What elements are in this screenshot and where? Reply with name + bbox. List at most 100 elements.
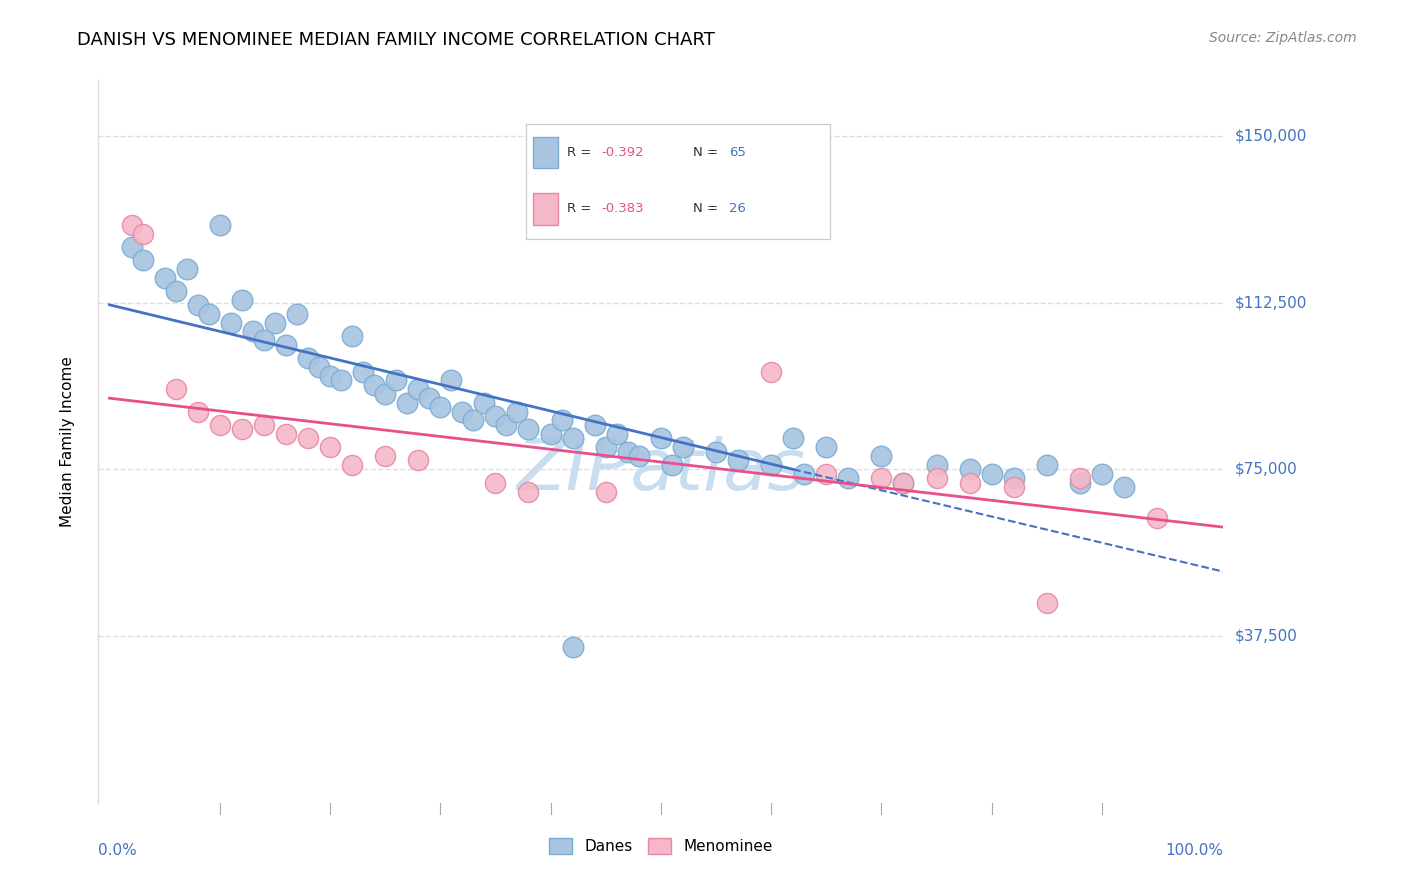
Text: $112,500: $112,500 <box>1234 295 1306 310</box>
Point <box>187 404 209 418</box>
Point <box>959 475 981 490</box>
Text: $150,000: $150,000 <box>1234 128 1306 144</box>
Point <box>506 404 529 418</box>
Point <box>463 413 485 427</box>
Point <box>870 449 893 463</box>
Point <box>165 285 187 299</box>
Point <box>231 422 253 436</box>
Point <box>837 471 859 485</box>
Point <box>893 475 915 490</box>
Point <box>340 329 363 343</box>
Point <box>297 351 319 366</box>
Point <box>782 431 804 445</box>
Point <box>285 307 308 321</box>
Point <box>274 338 297 352</box>
Point <box>980 467 1002 481</box>
Point <box>263 316 285 330</box>
Legend: Danes, Menominee: Danes, Menominee <box>543 832 779 860</box>
Point <box>1002 471 1025 485</box>
Point <box>759 458 782 472</box>
Point <box>253 334 276 348</box>
Point <box>208 417 231 432</box>
Text: ZIPatlas: ZIPatlas <box>516 436 806 505</box>
Point <box>606 426 628 441</box>
Point <box>672 440 695 454</box>
Point <box>1069 475 1091 490</box>
Point <box>363 377 385 392</box>
Point <box>385 373 408 387</box>
Point <box>242 325 264 339</box>
Point <box>517 422 540 436</box>
Point <box>540 426 562 441</box>
Point <box>340 458 363 472</box>
Point <box>925 471 948 485</box>
Point <box>484 475 506 490</box>
Point <box>595 484 617 499</box>
Point <box>131 253 153 268</box>
Point <box>418 391 440 405</box>
Point <box>319 368 342 383</box>
Point <box>153 271 176 285</box>
Point <box>583 417 606 432</box>
Point <box>793 467 815 481</box>
Point <box>561 431 583 445</box>
Point <box>121 240 143 254</box>
Point <box>1091 467 1114 481</box>
Point <box>274 426 297 441</box>
Point <box>406 382 429 396</box>
Text: Source: ZipAtlas.com: Source: ZipAtlas.com <box>1209 31 1357 45</box>
Point <box>550 413 572 427</box>
Point <box>1069 471 1091 485</box>
Point <box>308 360 330 375</box>
Text: $37,500: $37,500 <box>1234 629 1298 643</box>
Point <box>131 227 153 241</box>
Point <box>627 449 650 463</box>
Text: DANISH VS MENOMINEE MEDIAN FAMILY INCOME CORRELATION CHART: DANISH VS MENOMINEE MEDIAN FAMILY INCOME… <box>77 31 716 49</box>
Point <box>474 395 496 409</box>
Point <box>231 293 253 308</box>
Point <box>187 298 209 312</box>
Point <box>197 307 219 321</box>
Point <box>650 431 672 445</box>
Point <box>661 458 683 472</box>
Point <box>815 467 838 481</box>
Point <box>1036 596 1059 610</box>
Point <box>352 364 374 378</box>
Point <box>1036 458 1059 472</box>
Point <box>176 262 198 277</box>
Point <box>208 218 231 232</box>
Point <box>253 417 276 432</box>
Point <box>219 316 242 330</box>
Text: 100.0%: 100.0% <box>1166 843 1223 857</box>
Point <box>165 382 187 396</box>
Point <box>374 386 396 401</box>
Point <box>374 449 396 463</box>
Point <box>815 440 838 454</box>
Point <box>319 440 342 454</box>
Point <box>561 640 583 655</box>
Point <box>451 404 474 418</box>
Point <box>440 373 463 387</box>
Point <box>925 458 948 472</box>
Point <box>330 373 353 387</box>
Point <box>1146 511 1168 525</box>
Point <box>1112 480 1135 494</box>
Point <box>396 395 419 409</box>
Point <box>595 440 617 454</box>
Point <box>893 475 915 490</box>
Point <box>959 462 981 476</box>
Point <box>121 218 143 232</box>
Text: 0.0%: 0.0% <box>98 843 138 857</box>
Point <box>517 484 540 499</box>
Text: $75,000: $75,000 <box>1234 462 1298 477</box>
Point <box>704 444 727 458</box>
Point <box>870 471 893 485</box>
Point <box>429 400 451 414</box>
Point <box>297 431 319 445</box>
Point <box>406 453 429 467</box>
Point <box>484 409 506 423</box>
Y-axis label: Median Family Income: Median Family Income <box>60 356 75 527</box>
Point <box>495 417 517 432</box>
Point <box>727 453 749 467</box>
Point <box>616 444 638 458</box>
